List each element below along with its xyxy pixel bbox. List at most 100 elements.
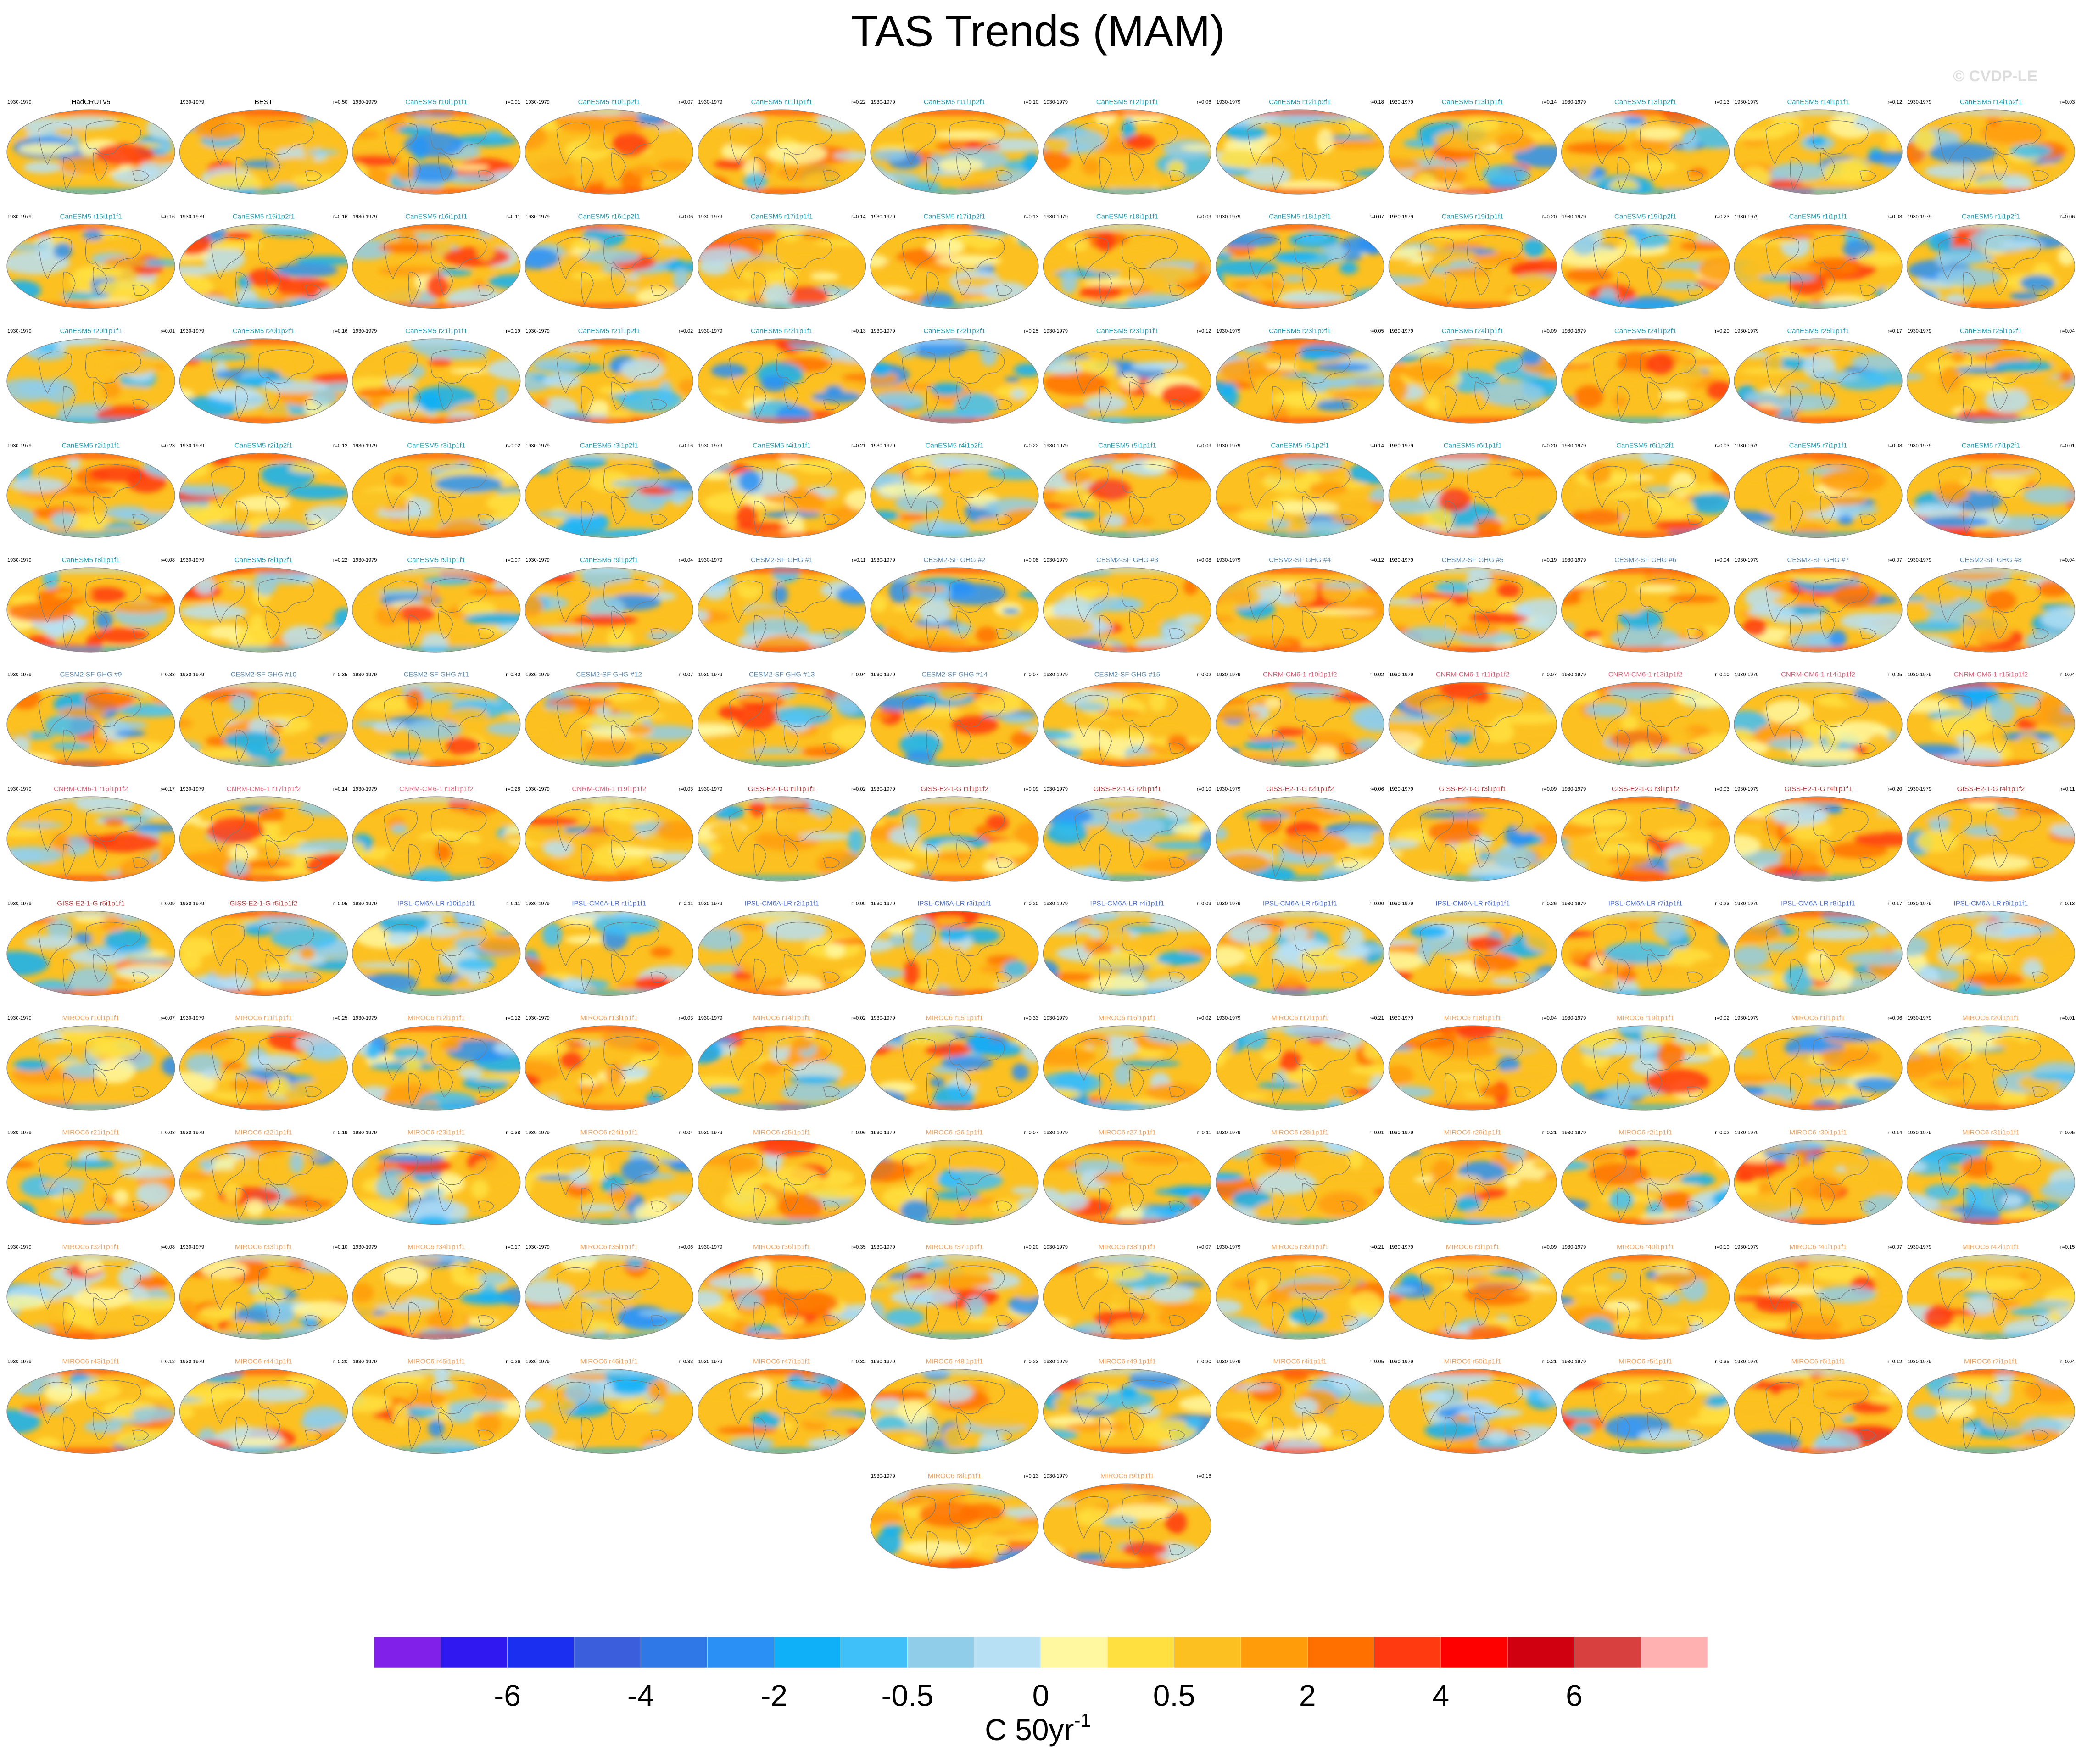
map-anomaly xyxy=(179,1188,203,1200)
coastline xyxy=(1074,807,1186,877)
map-outline xyxy=(1216,567,1384,653)
map-anomaly xyxy=(1806,136,1826,147)
panel-correlation: r=0.02 xyxy=(506,443,520,448)
map-anomaly xyxy=(673,268,689,290)
panel-period: 1930-1979 xyxy=(1389,672,1413,677)
map-anomaly xyxy=(202,246,245,272)
map xyxy=(698,453,866,538)
map-outline xyxy=(6,567,175,653)
map xyxy=(525,453,693,538)
map-anomaly xyxy=(1925,164,1985,179)
map-panel: 1930-1979 CanESM5 r6i1p2f1 r=0.03 xyxy=(1561,441,1730,538)
panel-correlation: r=0.11 xyxy=(852,558,866,563)
map-anomaly xyxy=(2054,979,2075,996)
map-anomaly xyxy=(310,1194,348,1201)
map-outline xyxy=(1734,567,1903,653)
map-anomaly xyxy=(1950,367,2009,374)
panel-correlation: r=0.13 xyxy=(1715,100,1730,105)
panel-period: 1930-1979 xyxy=(7,329,32,334)
map-anomaly xyxy=(7,406,31,423)
map-anomaly xyxy=(1389,257,1414,265)
map-panel: 1930-1979 IPSL-CM6A-LR r7i1p1f1 r=0.23 xyxy=(1561,899,1730,996)
map-anomaly xyxy=(154,1207,173,1225)
map-anomaly xyxy=(67,967,113,993)
map-anomaly xyxy=(1469,612,1529,624)
map-anomaly xyxy=(366,1044,380,1060)
coastline xyxy=(902,120,1013,190)
panel-period: 1930-1979 xyxy=(1907,1245,1931,1250)
map-anomaly xyxy=(894,493,944,513)
map-anomaly xyxy=(871,1279,930,1286)
map-anomaly xyxy=(1587,637,1603,652)
map xyxy=(525,682,693,767)
coastline xyxy=(729,1036,840,1106)
map-anomaly xyxy=(1272,391,1334,406)
map-anomaly xyxy=(189,1440,234,1454)
map-anomaly xyxy=(143,506,175,514)
map xyxy=(1561,1026,1730,1110)
map-anomaly xyxy=(352,1212,380,1225)
map-anomaly xyxy=(2052,349,2068,368)
panel-correlation: r=0.14 xyxy=(333,787,348,792)
map xyxy=(698,339,866,423)
map-anomaly xyxy=(1734,968,1775,977)
map-anomaly xyxy=(1513,145,1557,167)
map-anomaly xyxy=(327,797,348,814)
map-anomaly xyxy=(275,263,338,278)
panel-name: MIROC6 r31i1p1f1 xyxy=(1962,1128,2020,1136)
coastline xyxy=(1938,807,2049,877)
map-outline xyxy=(870,338,1039,424)
panel-name: MIROC6 r43i1p1f1 xyxy=(62,1357,119,1365)
panel-period: 1930-1979 xyxy=(1735,672,1759,677)
map-outline xyxy=(352,1368,521,1454)
map-anomaly xyxy=(363,867,395,881)
map-anomaly xyxy=(1561,245,1622,268)
map-anomaly xyxy=(525,626,593,633)
map-outline xyxy=(1734,223,1903,309)
map-anomaly xyxy=(485,1255,511,1265)
map-anomaly xyxy=(315,568,348,582)
map-anomaly xyxy=(1052,597,1093,622)
coastline xyxy=(38,921,149,992)
map-anomaly xyxy=(141,1385,175,1398)
map xyxy=(1043,1255,1211,1339)
panel-correlation: r=0.03 xyxy=(161,1130,175,1135)
map-anomaly xyxy=(938,158,984,172)
map-anomaly xyxy=(847,828,864,854)
map-anomaly xyxy=(1507,492,1530,504)
map-anomaly xyxy=(1090,597,1144,612)
panel-name: CanESM5 r14i1p2f1 xyxy=(1960,98,2022,106)
map-panel: 1930-1979 CanESM5 r25i1p1f1 r=0.17 xyxy=(1734,327,1903,424)
panel-period: 1930-1979 xyxy=(1562,1016,1586,1021)
panel-name: MIROC6 r1i1p1f1 xyxy=(1791,1014,1845,1022)
map-anomaly xyxy=(229,693,254,713)
panel-name: MIROC6 r42i1p1f1 xyxy=(1962,1243,2020,1251)
map-anomaly xyxy=(1243,164,1292,185)
map-anomaly xyxy=(1424,508,1454,531)
panel-period: 1930-1979 xyxy=(1217,1016,1241,1021)
panel-correlation: r=0.14 xyxy=(851,214,866,219)
panel-period: 1930-1979 xyxy=(1044,214,1068,219)
map-anomaly xyxy=(406,719,462,740)
map-anomaly xyxy=(1579,586,1627,609)
map-anomaly xyxy=(281,1140,340,1159)
map-anomaly xyxy=(1477,852,1493,861)
map-anomaly xyxy=(698,1036,738,1045)
map-panel: 1930-1979 CanESM5 r19i1p1f1 r=0.20 xyxy=(1388,212,1557,309)
coastline xyxy=(1247,1036,1358,1106)
panel-correlation: r=0.06 xyxy=(1888,1016,1903,1021)
panel-name: CNRM-CM6-1 r11i1p1f2 xyxy=(1436,670,1510,678)
panel-name: CNRM-CM6-1 r17i1p1f2 xyxy=(227,785,301,793)
map-anomaly xyxy=(1131,361,1187,371)
map-panel: 1930-1979 MIROC6 r15i1p1f1 r=0.33 xyxy=(870,1014,1039,1111)
map-anomaly xyxy=(1273,251,1318,261)
map-anomaly xyxy=(525,817,578,826)
map-anomaly xyxy=(809,1187,863,1199)
map-anomaly xyxy=(574,1144,596,1151)
map-anomaly xyxy=(1654,497,1695,519)
coastline xyxy=(1420,1150,1531,1221)
map-anomaly xyxy=(1696,798,1730,804)
map-anomaly xyxy=(607,629,634,648)
panel-correlation: r=0.02 xyxy=(851,787,866,792)
map-anomaly xyxy=(871,595,887,613)
